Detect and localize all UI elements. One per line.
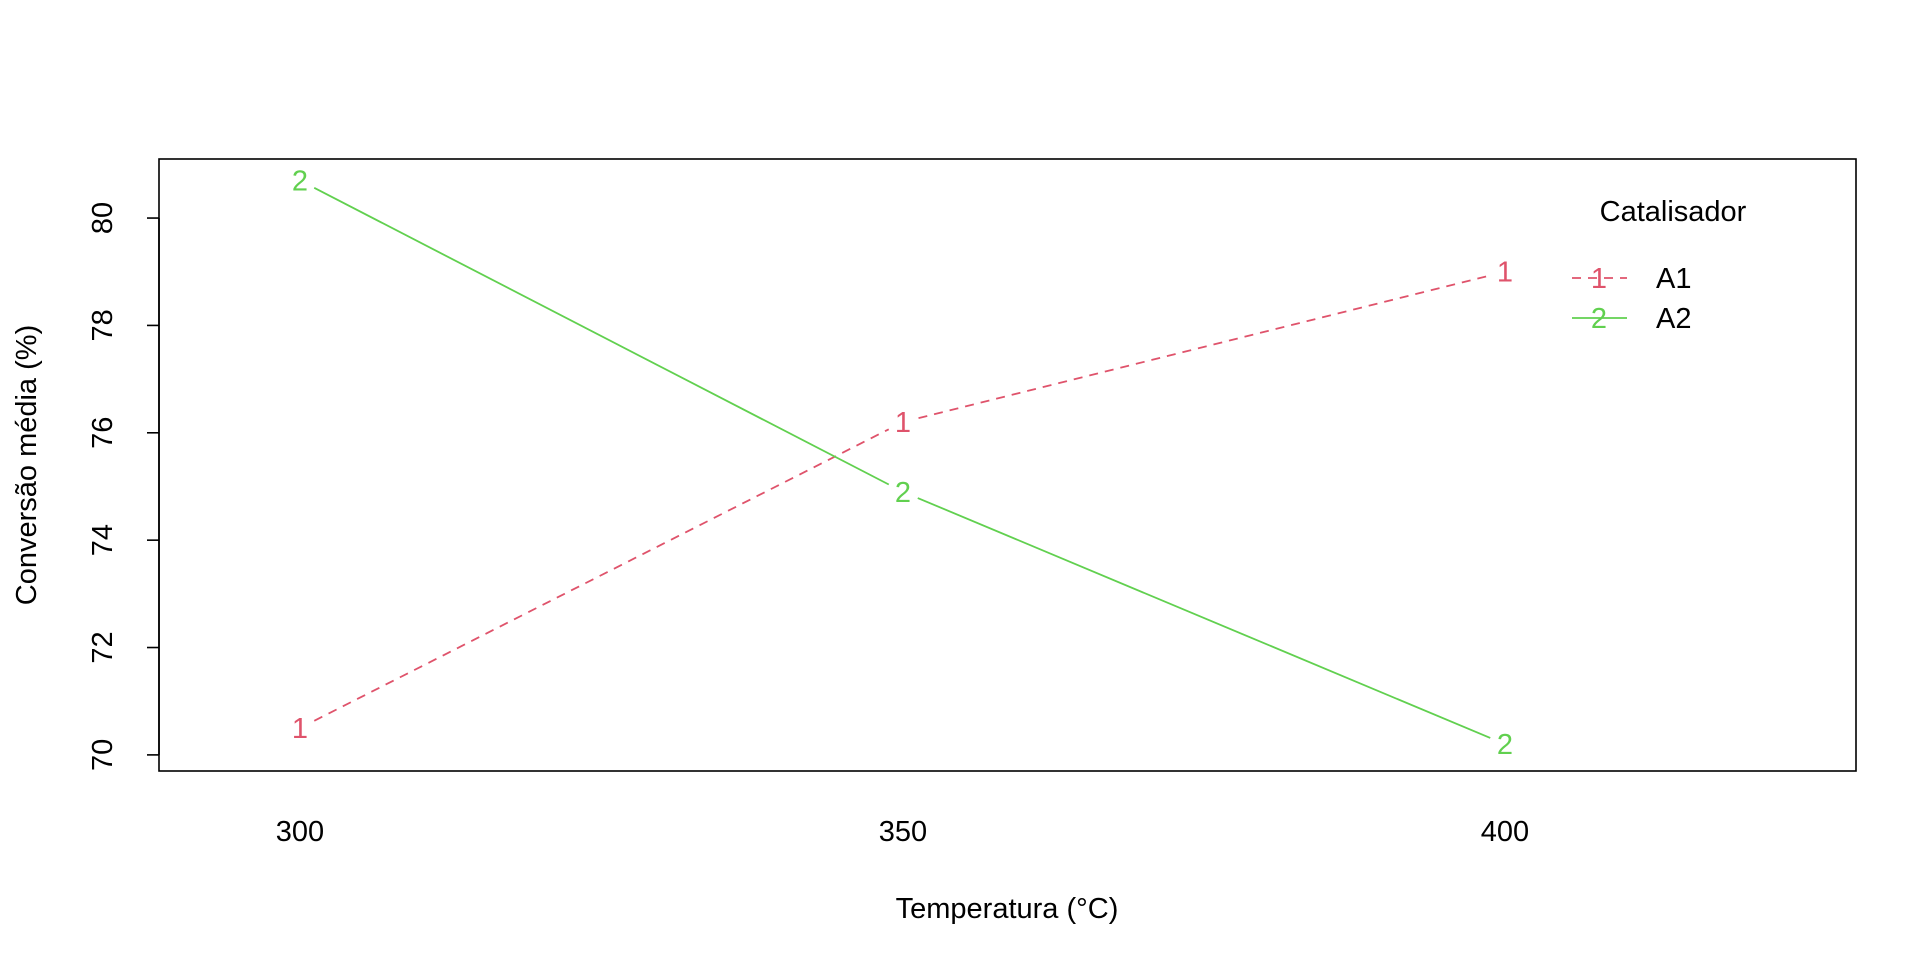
legend-symbol: 1 (1591, 263, 1607, 295)
legend-item-A2: 2 A2 (1572, 303, 1691, 335)
data-point-A1: 1 (895, 407, 911, 439)
legend-title: Catalisador (1600, 196, 1747, 228)
data-point-A2: 2 (292, 165, 308, 197)
legend-label: A1 (1656, 263, 1691, 295)
y-tick-label: 74 (87, 524, 119, 556)
data-point-A1: 1 (292, 713, 308, 745)
legend: Catalisador 1 A1 2 A2 (1572, 196, 1747, 335)
series-segment (313, 428, 890, 722)
data-point-A1: 1 (1497, 257, 1513, 289)
y-tick-label: 78 (87, 309, 119, 341)
series-segment (917, 497, 1491, 739)
legend-item-A1: 1 A1 (1572, 263, 1691, 295)
plot-frame (158, 158, 1857, 772)
x-tick-label: 350 (879, 816, 927, 848)
y-axis-label: Conversão média (%) (11, 325, 43, 605)
y-tick-label: 80 (87, 202, 119, 234)
data-point-A2: 2 (895, 477, 911, 509)
data-point-A2: 2 (1497, 729, 1513, 761)
y-tick-label: 76 (87, 417, 119, 449)
x-axis: 300 350 400 (276, 816, 1529, 848)
y-axis: 70 72 74 76 78 80 (87, 202, 160, 771)
y-tick-label: 70 (87, 739, 119, 771)
legend-symbol: 2 (1591, 303, 1607, 335)
x-tick-label: 300 (276, 816, 324, 848)
series-segment (313, 187, 890, 486)
series-A1: 1 1 1 (292, 257, 1513, 745)
x-tick-label: 400 (1481, 816, 1529, 848)
series-layer: 1 1 1 2 2 2 (292, 165, 1513, 761)
series-A2: 2 2 2 (292, 165, 1513, 761)
legend-label: A2 (1656, 303, 1691, 335)
x-axis-label: Temperatura (°C) (896, 893, 1119, 925)
series-segment (918, 274, 1490, 420)
y-tick-label: 72 (87, 631, 119, 663)
